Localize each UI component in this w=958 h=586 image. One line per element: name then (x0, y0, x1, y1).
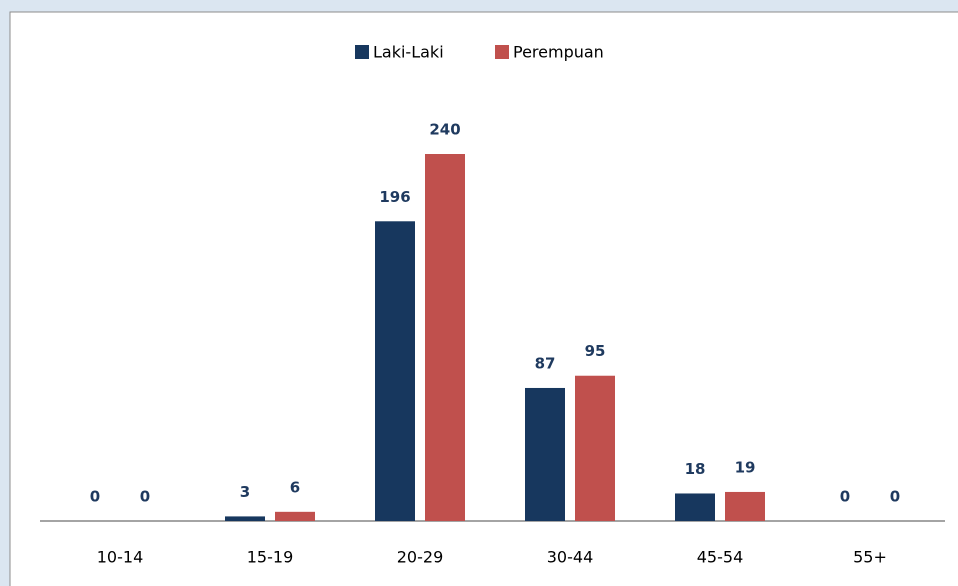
value-label: 3 (240, 483, 250, 501)
bar (225, 516, 265, 521)
value-label: 196 (379, 188, 410, 206)
legend-swatch (495, 45, 509, 59)
bar (725, 491, 765, 521)
x-tick-label: 55+ (853, 548, 887, 567)
x-tick-label: 45-54 (697, 548, 744, 567)
value-label: 0 (890, 488, 900, 506)
x-tick-label: 20-29 (397, 548, 444, 567)
value-label: 19 (735, 458, 756, 476)
legend-label: Laki-Laki (373, 43, 444, 62)
value-label: 6 (290, 478, 300, 496)
value-label: 95 (585, 342, 606, 360)
bar (375, 221, 415, 522)
value-label: 18 (685, 460, 706, 478)
legend-swatch (355, 45, 369, 59)
bar (675, 493, 715, 521)
x-tick-label: 30-44 (547, 548, 594, 567)
value-label: 0 (840, 488, 850, 506)
x-tick-label: 10-14 (97, 548, 144, 567)
bar (575, 375, 615, 521)
value-label: 87 (535, 354, 556, 372)
bar (525, 387, 565, 521)
bar (275, 511, 315, 521)
value-label: 0 (90, 488, 100, 506)
bar (425, 154, 465, 521)
value-label: 240 (429, 121, 460, 139)
legend-label: Perempuan (513, 43, 604, 62)
value-label: 0 (140, 488, 150, 506)
x-tick-label: 15-19 (247, 548, 294, 567)
chart-panel (9, 11, 958, 586)
